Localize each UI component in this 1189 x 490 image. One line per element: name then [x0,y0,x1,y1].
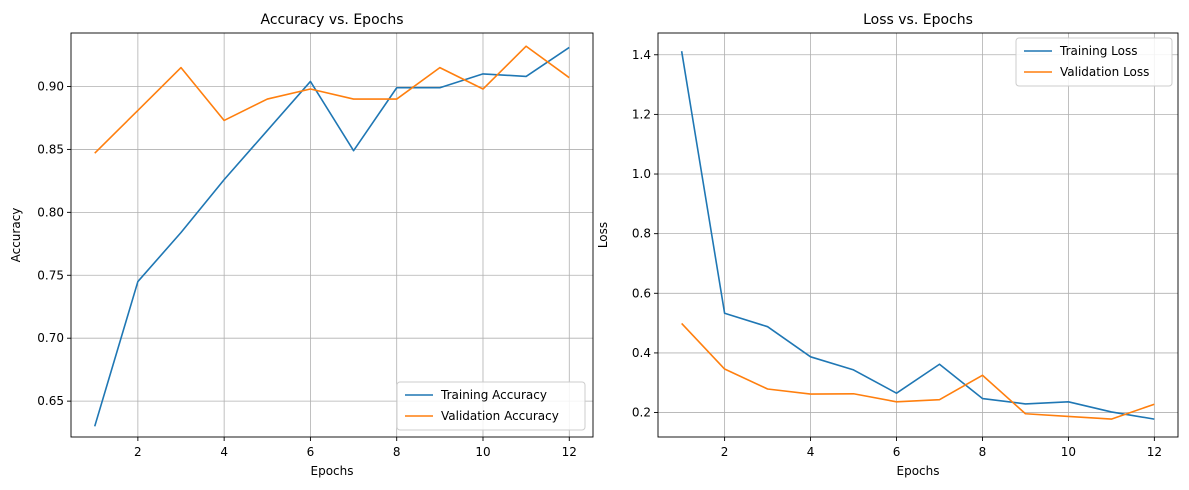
x-tick-label: 12 [1147,445,1162,459]
legend-entry-label: Training Accuracy [440,388,547,402]
legend-entry-label: Validation Loss [1060,65,1149,79]
x-tick-label: 6 [893,445,901,459]
y-tick-label: 0.65 [37,394,64,408]
y-tick-label: 1.4 [632,48,651,62]
x-tick-label: 2 [134,445,142,459]
accuracy-x-axis-label: Epochs [311,464,354,478]
y-tick-label: 0.2 [632,406,651,420]
loss-series-line-2 [681,322,1155,420]
accuracy-chart: 2 4 6 8 10 12 0.65 0.70 0.75 0.80 0.85 0.90 Accuracy… [9,12,594,478]
legend-box [396,381,586,431]
loss-plot-frame [657,32,1179,438]
legend-entry-label: Validation Accuracy [441,409,559,423]
accuracy-y-axis-label: Accuracy [9,208,23,263]
loss-legend: Training Loss Validation Loss [1015,37,1173,87]
x-tick-label: 4 [807,445,815,459]
loss-series-line-1 [680,51,1155,420]
x-tick-label: 4 [220,445,228,459]
y-tick-label: 0.6 [632,286,651,300]
loss-grid [658,33,1178,437]
loss-chart-title: Loss vs. Epochs [863,12,973,28]
accuracy-legend: Training Accuracy Validation Accuracy [396,381,586,431]
y-tick-label: 0.70 [37,331,64,345]
x-tick-label: 12 [562,445,577,459]
loss-x-axis-label: Epochs [897,464,940,478]
y-tick-label: 1.2 [632,107,651,121]
loss-chart: 2 4 6 8 10 12 0.2 0.4 0.6 0.8 1.0 1.2 1.4 Loss vs. Ep… [596,12,1179,478]
x-tick-label: 6 [307,445,315,459]
y-tick-label: 0.4 [632,346,651,360]
x-tick-label: 10 [475,445,490,459]
y-tick-label: 0.8 [632,227,651,241]
x-tick-label: 8 [393,445,401,459]
y-tick-label: 0.80 [37,205,64,219]
x-tick-label: 2 [721,445,729,459]
accuracy-grid [71,33,593,437]
legend-box [1015,37,1173,87]
accuracy-series-line-2 [94,45,570,154]
x-tick-label: 10 [1061,445,1076,459]
accuracy-plot-frame [70,32,594,438]
y-tick-label: 0.85 [37,142,64,156]
x-tick-label: 8 [979,445,987,459]
y-tick-label: 0.75 [37,268,64,282]
accuracy-chart-title: Accuracy vs. Epochs [260,12,403,28]
accuracy-series-line-1 [93,46,570,427]
y-tick-label: 0.90 [37,79,64,93]
y-tick-label: 1.0 [632,167,651,181]
legend-entry-label: Training Loss [1059,44,1137,58]
loss-y-axis-label: Loss [596,222,610,248]
